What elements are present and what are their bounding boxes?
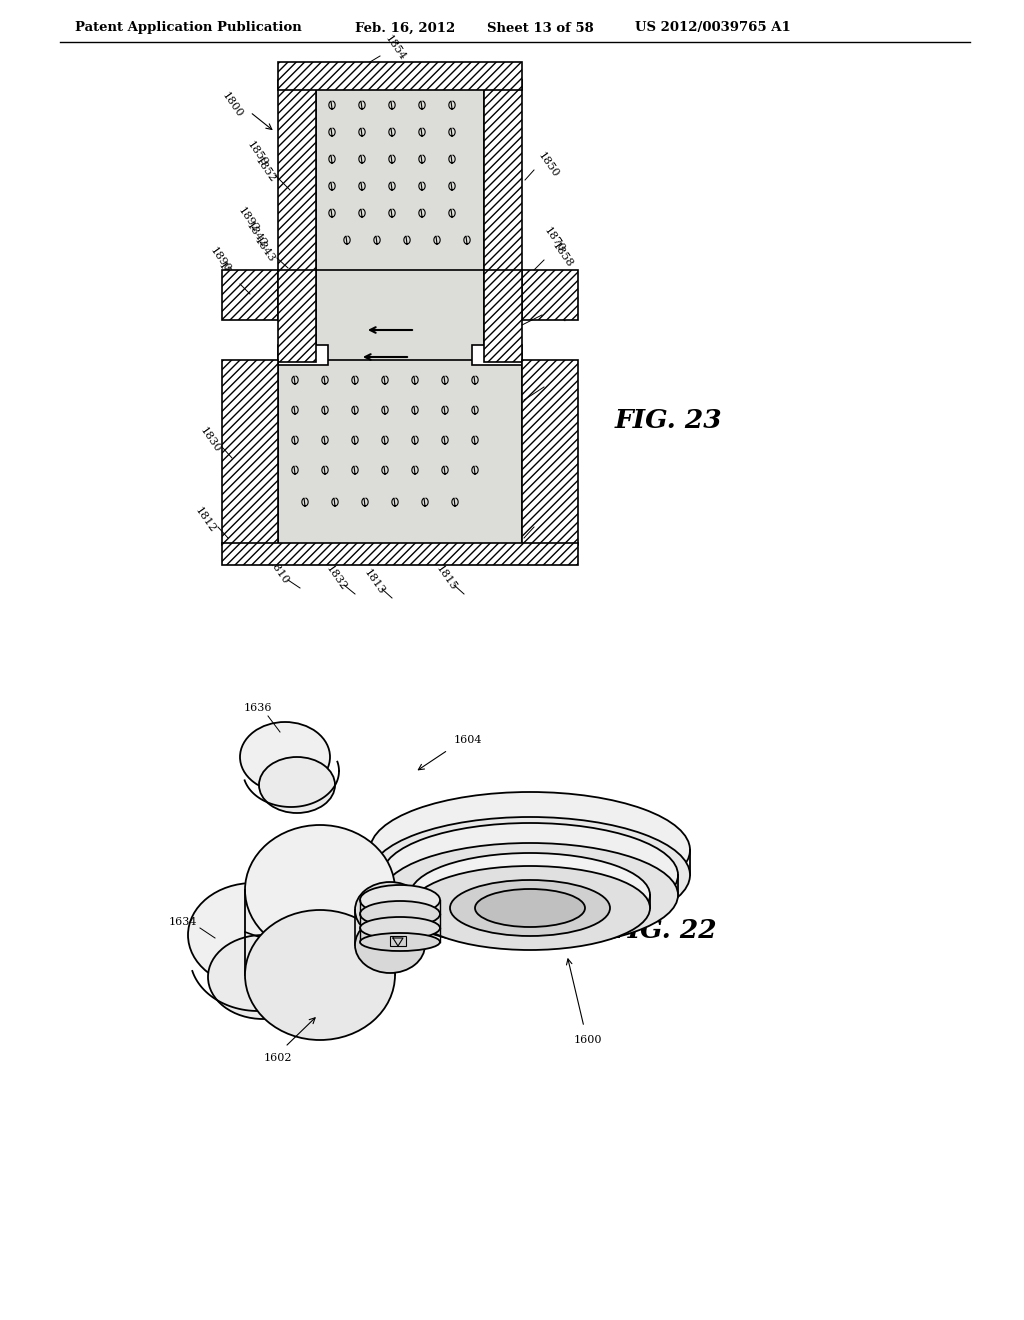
Ellipse shape [382, 843, 678, 946]
Text: 1813: 1813 [361, 568, 386, 597]
Text: 1822: 1822 [546, 296, 570, 325]
Ellipse shape [259, 756, 335, 813]
Text: 1858: 1858 [550, 240, 574, 269]
Text: 1870: 1870 [542, 226, 566, 255]
Text: 1854: 1854 [383, 33, 408, 62]
Text: 1815: 1815 [434, 564, 459, 593]
Bar [522, 271, 578, 319]
Text: 1800: 1800 [220, 91, 245, 120]
Text: US 2012/0039765 A1: US 2012/0039765 A1 [635, 21, 791, 34]
Ellipse shape [245, 909, 395, 1040]
Ellipse shape [360, 917, 440, 939]
Bar [222, 543, 578, 565]
Ellipse shape [382, 822, 678, 927]
Text: FIG. 22: FIG. 22 [610, 917, 718, 942]
Ellipse shape [370, 792, 690, 908]
Text: 1602: 1602 [264, 1053, 292, 1063]
Bar [222, 271, 278, 319]
Text: 1634: 1634 [169, 917, 198, 927]
Ellipse shape [245, 825, 395, 954]
Ellipse shape [240, 722, 330, 792]
Bar [522, 360, 578, 545]
Ellipse shape [360, 933, 440, 950]
Text: 1843: 1843 [252, 235, 276, 264]
Text: 1850: 1850 [536, 150, 560, 180]
Text: 1852: 1852 [253, 156, 278, 185]
Text: 1810: 1810 [266, 557, 290, 586]
Text: 1842: 1842 [244, 220, 268, 249]
Text: 1832: 1832 [324, 564, 348, 593]
Text: 1830: 1830 [198, 425, 222, 454]
Text: 1892: 1892 [236, 206, 260, 235]
Ellipse shape [360, 884, 440, 915]
Text: 1859: 1859 [245, 140, 269, 169]
Bar [278, 280, 316, 310]
Text: 1600: 1600 [573, 1035, 602, 1045]
Bar [222, 360, 278, 545]
Ellipse shape [355, 917, 425, 973]
Bar [390, 936, 406, 946]
Ellipse shape [188, 883, 318, 987]
Bar [278, 271, 316, 362]
Text: Feb. 16, 2012: Feb. 16, 2012 [355, 21, 456, 34]
Ellipse shape [450, 880, 610, 936]
Text: 1812: 1812 [193, 506, 217, 535]
Ellipse shape [370, 817, 690, 933]
Text: 1890: 1890 [208, 246, 232, 275]
Ellipse shape [208, 935, 318, 1019]
Ellipse shape [475, 888, 585, 927]
Text: 1891: 1891 [550, 366, 574, 395]
Bar [484, 81, 522, 275]
Text: 1893: 1893 [216, 260, 241, 289]
Ellipse shape [360, 902, 440, 927]
Bar [316, 84, 484, 275]
Bar [278, 81, 316, 275]
Bar [278, 360, 522, 545]
Text: Sheet 13 of 58: Sheet 13 of 58 [487, 21, 594, 34]
Bar [316, 271, 484, 362]
Text: 1604: 1604 [454, 735, 482, 744]
Ellipse shape [410, 853, 650, 937]
Bar [484, 271, 522, 362]
Text: FIG. 23: FIG. 23 [615, 408, 723, 433]
Bar [472, 345, 522, 366]
Text: 1840: 1840 [536, 506, 560, 535]
Bar [484, 280, 522, 310]
Text: 1636: 1636 [244, 704, 272, 713]
Text: Patent Application Publication: Patent Application Publication [75, 21, 302, 34]
Bar [278, 345, 328, 366]
Ellipse shape [355, 882, 425, 939]
Ellipse shape [410, 866, 650, 950]
Bar [278, 62, 522, 90]
